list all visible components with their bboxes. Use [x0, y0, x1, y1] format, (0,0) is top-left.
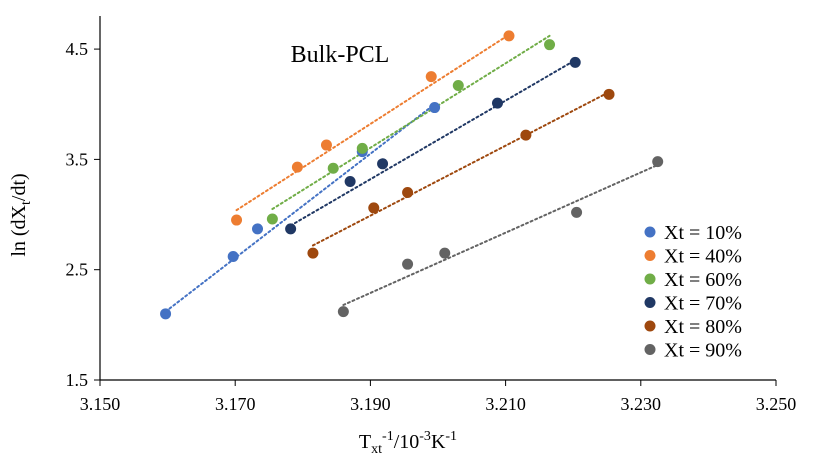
- data-point: [603, 88, 615, 100]
- data-point: [227, 250, 239, 262]
- data-point: [402, 186, 414, 198]
- trendline-5: [342, 163, 659, 306]
- data-point: [377, 158, 389, 170]
- data-point: [285, 223, 297, 235]
- data-point: [160, 308, 172, 320]
- legend-label: Xt = 70%: [664, 293, 742, 315]
- data-point: [439, 247, 451, 259]
- x-axis-label: Txt-1/10-3K-1: [359, 429, 457, 457]
- data-point: [231, 214, 243, 226]
- legend-label: Xt = 10%: [664, 222, 742, 244]
- data-point: [368, 202, 380, 214]
- x-tick-label: 3.190: [350, 394, 391, 414]
- data-point: [544, 39, 556, 51]
- data-point: [307, 247, 319, 259]
- data-point: [327, 162, 339, 174]
- chart-title: Bulk-PCL: [291, 42, 390, 68]
- data-point: [266, 213, 278, 225]
- data-point: [344, 175, 356, 187]
- data-point: [402, 258, 414, 270]
- x-tick-label: 3.150: [80, 394, 121, 414]
- data-point: [652, 156, 664, 168]
- data-point: [571, 206, 583, 218]
- x-tick-label: 3.250: [756, 394, 797, 414]
- data-point: [320, 139, 332, 151]
- data-point: [569, 56, 581, 68]
- trendline-4: [311, 91, 611, 247]
- trendline-1: [235, 33, 510, 212]
- legend-label: Xt = 90%: [664, 340, 742, 362]
- data-point: [291, 161, 303, 173]
- y-tick-label: 4.5: [66, 39, 89, 59]
- y-tick-label: 1.5: [66, 370, 89, 390]
- data-point: [356, 142, 368, 154]
- legend-marker: [644, 320, 656, 332]
- legend: Xt = 10%Xt = 40%Xt = 60%Xt = 70%Xt = 80%…: [644, 222, 742, 362]
- legend-label: Xt = 80%: [664, 316, 742, 338]
- legend-label: Xt = 60%: [664, 269, 742, 291]
- trendline-2: [271, 34, 551, 211]
- data-point: [337, 306, 349, 318]
- y-axis-label: ln (dXt/dt): [8, 173, 34, 256]
- data-point: [425, 71, 437, 83]
- data-point: [252, 223, 264, 235]
- data-point: [429, 102, 441, 114]
- trendline-3: [289, 59, 577, 227]
- data-point: [491, 97, 503, 109]
- legend-marker: [644, 226, 656, 238]
- x-tick-label: 3.170: [215, 394, 256, 414]
- data-point: [503, 30, 515, 42]
- legend-label: Xt = 40%: [664, 246, 742, 268]
- x-tick-label: 3.230: [621, 394, 662, 414]
- legend-marker: [644, 250, 656, 261]
- y-tick-label: 2.5: [66, 260, 89, 280]
- data-point: [452, 79, 464, 91]
- legend-marker: [644, 273, 656, 285]
- legend-marker: [644, 344, 656, 355]
- y-tick-label: 3.5: [66, 149, 89, 169]
- legend-marker: [644, 297, 656, 308]
- x-tick-label: 3.210: [485, 394, 526, 414]
- trendline-0: [164, 103, 436, 313]
- data-point: [520, 129, 532, 141]
